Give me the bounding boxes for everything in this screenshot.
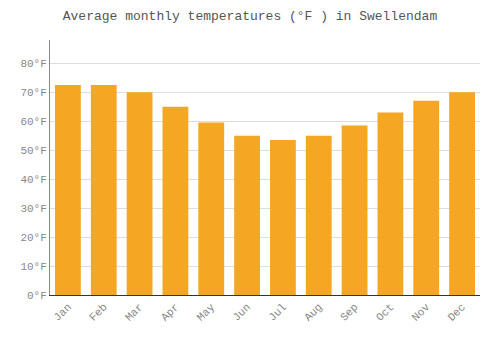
svg-text:0°F: 0°F (27, 290, 47, 302)
svg-text:Apr: Apr (159, 301, 181, 323)
svg-text:50°F: 50°F (20, 145, 46, 157)
svg-text:20°F: 20°F (20, 232, 46, 244)
svg-text:70°F: 70°F (20, 87, 46, 99)
svg-text:Nov: Nov (410, 301, 433, 324)
svg-text:Feb: Feb (87, 301, 109, 323)
svg-text:Mar: Mar (123, 301, 145, 323)
svg-text:Jun: Jun (231, 301, 253, 323)
svg-text:Oct: Oct (374, 301, 396, 323)
svg-text:Jul: Jul (266, 301, 288, 323)
svg-text:10°F: 10°F (20, 261, 46, 273)
svg-text:May: May (195, 301, 218, 324)
svg-text:Sep: Sep (338, 301, 360, 323)
svg-text:30°F: 30°F (20, 203, 46, 215)
svg-text:40°F: 40°F (20, 174, 46, 186)
svg-text:Dec: Dec (446, 301, 468, 323)
svg-text:Aug: Aug (302, 301, 324, 323)
svg-text:80°F: 80°F (20, 58, 46, 70)
svg-text:Jan: Jan (51, 301, 73, 323)
svg-text:60°F: 60°F (20, 116, 46, 128)
svg-text:Average monthly temperatures (: Average monthly temperatures (°F ) in Sw… (63, 9, 438, 24)
